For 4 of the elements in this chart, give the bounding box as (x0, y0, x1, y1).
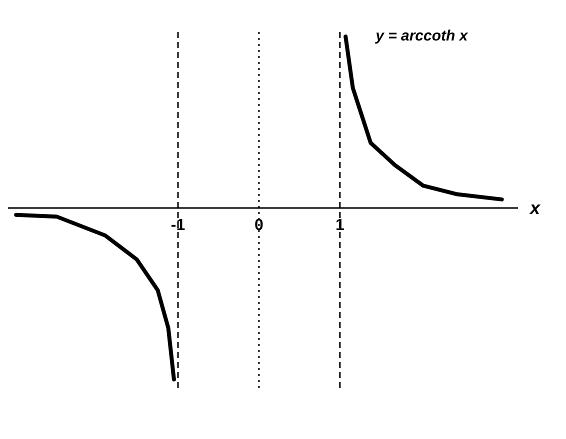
series-label: y = arccoth x (374, 28, 468, 45)
x-axis-title: x (529, 198, 541, 218)
x-tick-label: 0 (254, 217, 264, 234)
x-tick-label: -1 (170, 217, 186, 234)
